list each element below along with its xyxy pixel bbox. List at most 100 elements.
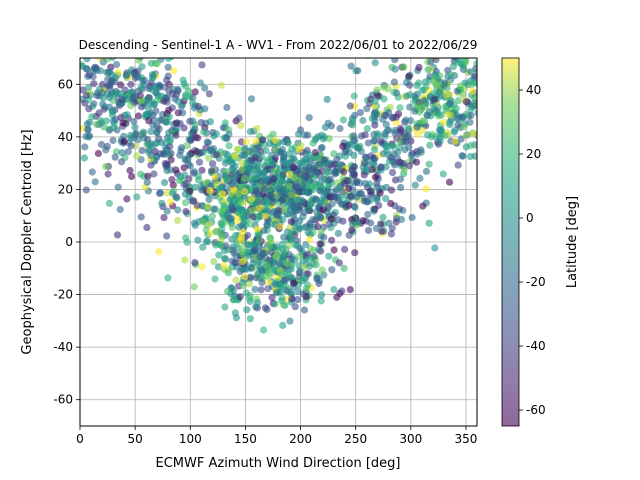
scatter-point xyxy=(247,241,255,249)
scatter-point xyxy=(315,245,323,253)
colorbar-tick-label: 40 xyxy=(526,83,541,97)
scatter-point xyxy=(160,179,169,187)
scatter-point xyxy=(333,293,341,301)
scatter-point xyxy=(174,206,182,214)
scatter-point xyxy=(371,59,379,67)
scatter-point xyxy=(80,124,85,132)
scatter-point xyxy=(403,92,411,100)
scatter-point xyxy=(211,173,219,181)
scatter-point xyxy=(94,149,102,158)
scatter-point xyxy=(419,126,427,134)
scatter-point xyxy=(321,197,329,205)
scatter-point xyxy=(353,144,362,152)
scatter-point xyxy=(182,208,190,216)
scatter-point xyxy=(238,158,246,166)
scatter-point xyxy=(294,296,302,304)
scatter-point xyxy=(301,188,309,196)
colorbar-tick-label: -60 xyxy=(526,403,546,417)
scatter-point xyxy=(403,133,411,141)
scatter-point xyxy=(424,66,432,74)
scatter-point xyxy=(305,114,313,122)
scatter-point xyxy=(241,188,249,196)
scatter-point xyxy=(145,117,153,125)
scatter-point xyxy=(261,304,269,312)
scatter-point xyxy=(393,89,401,97)
scatter-point xyxy=(90,80,98,88)
scatter-point xyxy=(222,134,230,142)
scatter-point xyxy=(217,183,226,192)
scatter-point xyxy=(218,226,226,234)
scatter-point xyxy=(397,183,405,192)
scatter-point xyxy=(350,151,358,159)
scatter-point xyxy=(353,193,361,201)
x-tick-label: 300 xyxy=(399,432,422,446)
scatter-point xyxy=(261,174,269,182)
scatter-point xyxy=(405,162,413,170)
y-tick-label: -40 xyxy=(53,340,73,354)
scatter-point xyxy=(127,80,135,88)
scatter-point xyxy=(282,286,290,294)
scatter-point xyxy=(340,168,348,176)
scatter-point xyxy=(84,126,92,134)
scatter-point xyxy=(233,145,241,153)
scatter-point xyxy=(124,148,132,156)
scatter-point xyxy=(169,181,177,189)
scatter-point xyxy=(147,151,155,159)
scatter-point xyxy=(460,123,468,131)
scatter-point xyxy=(437,126,445,134)
scatter-point xyxy=(231,162,239,170)
scatter-point xyxy=(250,161,258,170)
scatter-point xyxy=(336,124,344,133)
scatter-point xyxy=(88,168,96,176)
scatter-point xyxy=(172,119,180,127)
scatter-point xyxy=(275,184,283,192)
scatter-point xyxy=(389,142,397,150)
scatter-point xyxy=(163,207,171,215)
scatter-point xyxy=(351,136,359,144)
scatter-point xyxy=(163,94,171,102)
scatter-point xyxy=(431,244,439,252)
scatter-point xyxy=(288,191,296,199)
scatter-point xyxy=(313,274,321,282)
scatter-point xyxy=(232,276,240,284)
scatter-point xyxy=(262,260,270,268)
scatter-point xyxy=(318,266,326,274)
scatter-point xyxy=(168,176,176,184)
scatter-point xyxy=(399,63,407,71)
scatter-point xyxy=(255,204,263,212)
scatter-point xyxy=(208,167,216,175)
x-tick-label: 150 xyxy=(234,432,257,446)
scatter-point xyxy=(366,187,374,195)
scatter-point xyxy=(304,131,312,139)
scatter-point xyxy=(425,160,433,168)
scatter-point xyxy=(99,58,107,66)
scatter-point xyxy=(209,160,217,168)
scatter-point xyxy=(206,229,215,237)
scatter-point xyxy=(206,187,214,195)
scatter-point xyxy=(253,299,262,307)
scatter-point xyxy=(119,119,127,127)
scatter-point xyxy=(335,259,343,267)
scatter-point xyxy=(446,118,454,126)
scatter-point xyxy=(112,148,121,156)
x-tick-label: 250 xyxy=(344,432,367,446)
scatter-point xyxy=(317,187,325,195)
scatter-point xyxy=(282,245,290,253)
scatter-point xyxy=(470,130,477,138)
scatter-point xyxy=(128,172,136,181)
scatter-point xyxy=(300,306,309,314)
scatter-point xyxy=(168,189,177,197)
scatter-point xyxy=(239,208,248,216)
scatter-point xyxy=(305,163,313,171)
scatter-point xyxy=(212,130,221,138)
scatter-point xyxy=(305,255,313,263)
scatter-point xyxy=(127,102,135,110)
scatter-point xyxy=(373,86,381,94)
scatter-point xyxy=(252,137,260,145)
scatter-point xyxy=(174,85,182,93)
scatter-point xyxy=(293,242,302,250)
y-tick-label: 60 xyxy=(58,77,73,91)
x-tick-label: 0 xyxy=(76,432,84,446)
scatter-point xyxy=(306,223,314,231)
scatter-point xyxy=(340,180,348,188)
